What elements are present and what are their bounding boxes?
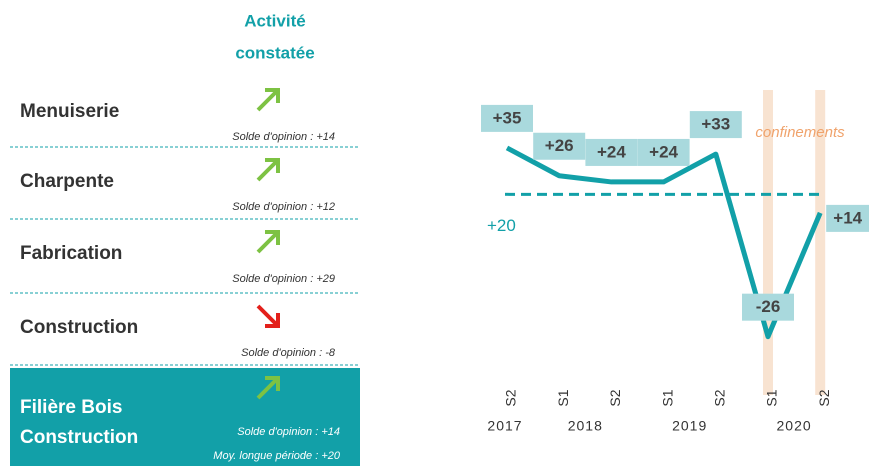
row-note: Moy. longue période : +20 xyxy=(213,450,341,462)
arrow-head xyxy=(265,158,280,173)
shaded-band xyxy=(815,90,826,395)
x-group-label: 2019 xyxy=(672,418,707,434)
x-group-label: 2020 xyxy=(777,418,812,434)
row-note: Solde d'opinion : +29 xyxy=(232,273,335,285)
arrow xyxy=(256,304,280,328)
row-note: Solde d'opinion : +14 xyxy=(237,426,340,438)
x-group-label: 2017 xyxy=(487,418,522,434)
row-name: Menuiserie xyxy=(20,101,119,122)
arrow xyxy=(256,230,280,254)
row-name: Filière Bois xyxy=(20,397,122,418)
value-label: +35 xyxy=(493,108,522,127)
header: Activité xyxy=(244,11,305,30)
value-label-box xyxy=(637,138,690,166)
reference-label: +20 xyxy=(487,216,516,235)
value-label-box xyxy=(742,293,794,321)
row-note: Solde d'opinion : +12 xyxy=(232,201,335,213)
arrow-head xyxy=(265,313,280,328)
row-name: Charpente xyxy=(20,171,114,192)
x-tick-label: S1 xyxy=(555,389,571,406)
value-label: -26 xyxy=(756,297,781,316)
x-tick-label: S2 xyxy=(503,389,519,406)
arrow-head xyxy=(265,230,280,245)
arrow xyxy=(256,88,280,112)
shaded-band xyxy=(763,90,773,395)
x-tick-label: S2 xyxy=(712,389,728,406)
value-label-box xyxy=(533,132,586,160)
arrow xyxy=(256,158,280,182)
arrow-head xyxy=(265,376,280,391)
x-tick-label: S2 xyxy=(816,389,832,406)
value-label: +26 xyxy=(545,136,574,155)
value-label-box xyxy=(826,204,869,232)
x-group-label: 2018 xyxy=(568,418,603,434)
value-label: +24 xyxy=(597,142,626,161)
x-tick-label: S2 xyxy=(607,389,623,406)
row-name: Construction xyxy=(20,317,138,338)
row-name: Construction xyxy=(20,427,138,448)
value-label: +14 xyxy=(833,208,862,227)
x-tick-label: S1 xyxy=(764,389,780,406)
highlight-box xyxy=(10,368,360,466)
value-label-box xyxy=(481,104,533,132)
value-label: +33 xyxy=(701,115,730,134)
arrow-head xyxy=(265,88,280,103)
header: constatée xyxy=(235,43,314,62)
row-name: Fabrication xyxy=(20,243,122,264)
value-label-box xyxy=(585,138,638,166)
line xyxy=(505,145,823,340)
x-tick-label: S1 xyxy=(659,389,675,406)
arrow xyxy=(256,376,280,400)
row-note: Solde d'opinion : +14 xyxy=(232,131,335,143)
annotation: confinements xyxy=(755,124,845,141)
row-note: Solde d'opinion : -8 xyxy=(241,347,336,359)
value-label: +24 xyxy=(649,142,678,161)
value-label-box xyxy=(689,111,742,139)
